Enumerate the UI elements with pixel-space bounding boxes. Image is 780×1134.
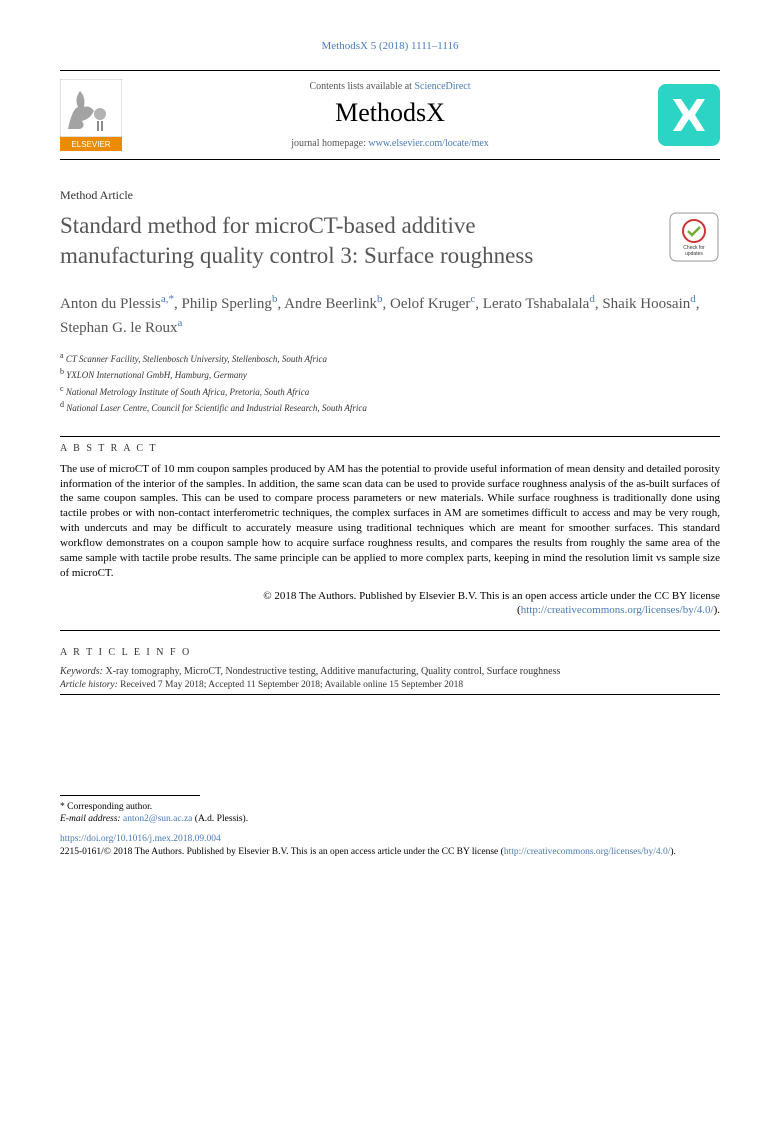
abstract-text: The use of microCT of 10 mm coupon sampl…	[60, 462, 720, 581]
affiliations: a CT Scanner Facility, Stellenbosch Univ…	[60, 350, 720, 416]
header-center: Contents lists available at ScienceDirec…	[122, 81, 658, 149]
abstract-label: A B S T R A C T	[60, 436, 720, 454]
elsevier-logo: ELSEVIER	[60, 79, 122, 151]
footer-copyright: 2215-0161/© 2018 The Authors. Published …	[60, 846, 720, 858]
footer-copy-close: ).	[670, 847, 676, 857]
article-info-label: A R T I C L E I N F O	[60, 647, 720, 658]
article-type: Method Article	[60, 188, 720, 203]
check-updates-badge[interactable]: Check for updates	[668, 211, 720, 263]
doi-link[interactable]: https://doi.org/10.1016/j.mex.2018.09.00…	[60, 834, 221, 844]
email-link[interactable]: anton2@sun.ac.za	[123, 814, 192, 824]
article-title: Standard method for microCT-based additi…	[60, 211, 600, 271]
authors-list: Anton du Plessisa,*, Philip Sperlingb, A…	[60, 291, 720, 340]
homepage-link[interactable]: www.elsevier.com/locate/mex	[368, 138, 488, 149]
article-history: Article history: Received 7 May 2018; Ac…	[60, 680, 720, 690]
svg-text:ELSEVIER: ELSEVIER	[71, 140, 110, 149]
divider-after-abstract	[60, 630, 720, 631]
corresponding-text: Corresponding author.	[67, 802, 152, 812]
copyright-text: © 2018 The Authors. Published by Elsevie…	[60, 589, 720, 619]
email-line: E-mail address: anton2@sun.ac.za (A.d. P…	[60, 814, 720, 824]
affiliation-item: d National Laser Centre, Council for Sci…	[60, 399, 720, 416]
corresponding-author: * Corresponding author.	[60, 802, 720, 812]
svg-text:updates: updates	[685, 251, 703, 257]
email-label: E-mail address:	[60, 814, 121, 824]
footer-cc-link[interactable]: http://creativecommons.org/licenses/by/4…	[504, 847, 671, 857]
contents-available: Contents lists available at ScienceDirec…	[122, 81, 658, 92]
methodsx-logo	[658, 84, 720, 146]
contents-text: Contents lists available at	[309, 81, 414, 92]
keywords-line: Keywords: X-ray tomography, MicroCT, Non…	[60, 666, 720, 677]
sciencedirect-link[interactable]: ScienceDirect	[414, 81, 470, 92]
divider-after-info	[60, 694, 720, 695]
journal-name: MethodsX	[122, 98, 658, 128]
cc-link[interactable]: http://creativecommons.org/licenses/by/4…	[521, 604, 714, 616]
footnote-separator	[60, 795, 200, 796]
history-label: Article history:	[60, 680, 118, 690]
corresponding-marker: *	[60, 802, 65, 812]
affiliation-item: c National Metrology Institute of South …	[60, 383, 720, 400]
homepage-line: journal homepage: www.elsevier.com/locat…	[122, 138, 658, 149]
journal-header: ELSEVIER Contents lists available at Sci…	[60, 70, 720, 160]
footer-copy-prefix: 2215-0161/© 2018 The Authors. Published …	[60, 847, 504, 857]
keywords-values: X-ray tomography, MicroCT, Nondestructiv…	[105, 666, 560, 677]
copyright-close: ).	[714, 604, 720, 616]
homepage-text: journal homepage:	[291, 138, 368, 149]
citation-line: MethodsX 5 (2018) 1111–1116	[60, 40, 720, 52]
email-attribution: (A.d. Plessis).	[195, 814, 248, 824]
keywords-label: Keywords:	[60, 666, 103, 677]
history-values: Received 7 May 2018; Accepted 11 Septemb…	[120, 680, 463, 690]
affiliation-item: b YXLON International GmbH, Hamburg, Ger…	[60, 366, 720, 383]
affiliation-item: a CT Scanner Facility, Stellenbosch Univ…	[60, 350, 720, 367]
title-row: Standard method for microCT-based additi…	[60, 211, 720, 291]
doi-line: https://doi.org/10.1016/j.mex.2018.09.00…	[60, 834, 720, 844]
